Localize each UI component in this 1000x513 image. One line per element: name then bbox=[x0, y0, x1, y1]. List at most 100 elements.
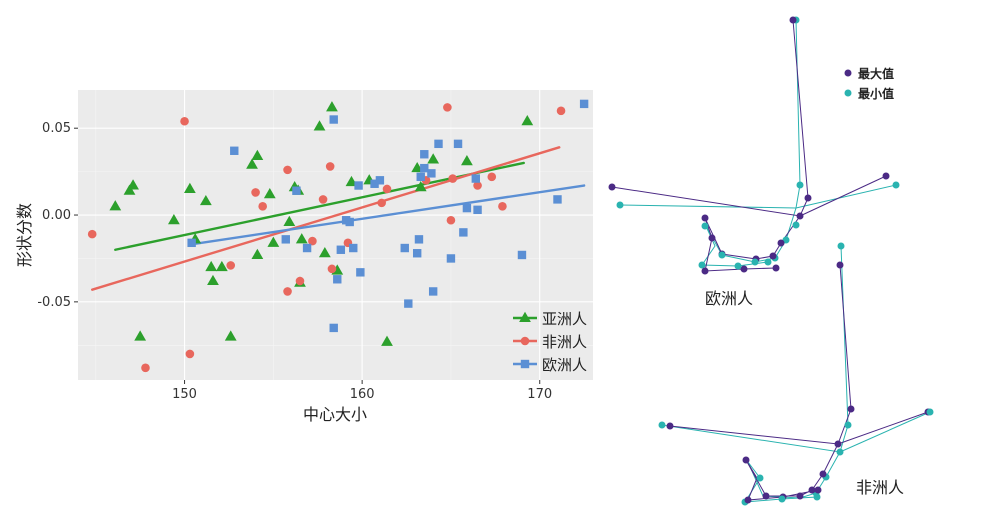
data-point-triangle bbox=[326, 101, 338, 112]
data-point-square bbox=[333, 275, 342, 284]
y-tick-label: 0.00 bbox=[42, 208, 71, 223]
europe-shape-label: 欧洲人 bbox=[705, 289, 753, 308]
legend-marker-circle bbox=[520, 336, 530, 346]
data-point-square bbox=[471, 174, 480, 183]
fit-line-circle bbox=[91, 146, 561, 291]
shape-legend: 最大值 最小值 bbox=[844, 66, 894, 101]
europe-landmarks bbox=[608, 16, 900, 275]
legend-max-marker bbox=[844, 69, 852, 77]
africa-landmarks bbox=[658, 242, 934, 506]
africa-min-lower bbox=[744, 451, 841, 503]
y-tick-label: -0.05 bbox=[37, 295, 71, 310]
data-point-circle bbox=[443, 103, 452, 112]
x-axis-label: 中心大小 bbox=[303, 405, 367, 424]
data-point-square bbox=[354, 181, 363, 190]
data-point-square bbox=[336, 245, 346, 254]
data-point-square bbox=[579, 99, 589, 109]
data-point-circle bbox=[226, 261, 236, 270]
x-tick-label: 170 bbox=[527, 387, 552, 402]
data-point-square bbox=[345, 217, 354, 227]
data-point-triangle bbox=[263, 187, 276, 199]
data-point-circle bbox=[308, 236, 317, 246]
data-point-triangle bbox=[246, 158, 258, 169]
data-point-circle bbox=[185, 349, 195, 359]
data-point-circle bbox=[473, 181, 482, 190]
data-point-circle bbox=[141, 363, 150, 373]
shape-diagram-panel: 欧洲人 非洲人 最大值 最小值 bbox=[608, 16, 934, 506]
data-point-square bbox=[375, 176, 385, 185]
data-point-square bbox=[349, 243, 358, 253]
data-point-triangle bbox=[267, 236, 280, 247]
data-point-circle bbox=[327, 264, 337, 274]
data-point-circle bbox=[295, 276, 305, 286]
data-point-square bbox=[420, 150, 429, 159]
data-point-square bbox=[187, 238, 196, 248]
data-point-circle bbox=[325, 162, 335, 171]
data-point-triangle bbox=[134, 330, 147, 341]
fit-line-square bbox=[188, 184, 586, 246]
data-point-square bbox=[230, 146, 239, 155]
europe-max-outline bbox=[611, 19, 809, 217]
data-point-square bbox=[517, 250, 527, 260]
data-point-square bbox=[473, 205, 482, 215]
legend-label-square: 欧洲人 bbox=[542, 356, 587, 374]
africa-max-arm bbox=[837, 411, 929, 445]
data-point-circle bbox=[446, 215, 456, 225]
data-point-square bbox=[459, 228, 468, 237]
scatter-panel: 150 160 170 0.05 0.00 -0.05 中心大小 形状分数 亚洲人非洲人欧… bbox=[15, 90, 593, 424]
data-point-triangle bbox=[183, 182, 196, 194]
data-point-square bbox=[414, 235, 424, 244]
data-point-triangle bbox=[295, 233, 308, 244]
data-point-triangle bbox=[313, 120, 326, 131]
data-point-square bbox=[420, 163, 429, 173]
data-point-circle bbox=[498, 202, 507, 211]
data-point-triangle bbox=[215, 260, 228, 272]
y-axis-label: 形状分数 bbox=[15, 203, 34, 267]
data-point-square bbox=[427, 169, 436, 178]
data-point-square bbox=[446, 254, 456, 263]
legend-label-triangle: 亚洲人 bbox=[542, 310, 587, 328]
data-point-circle bbox=[283, 165, 292, 175]
data-point-square bbox=[329, 323, 338, 333]
data-point-circle bbox=[487, 172, 497, 182]
data-point-circle bbox=[556, 106, 566, 116]
data-point-triangle bbox=[427, 153, 440, 164]
data-point-square bbox=[281, 235, 290, 244]
data-point-triangle bbox=[199, 194, 212, 206]
data-point-triangle bbox=[521, 115, 534, 126]
data-point-circle bbox=[382, 184, 392, 194]
data-point-square bbox=[553, 195, 562, 204]
data-point-triangle bbox=[123, 184, 136, 195]
data-point-square bbox=[434, 139, 443, 149]
europe-min-arm bbox=[795, 184, 897, 209]
data-point-triangle bbox=[207, 274, 219, 286]
legend-marker-triangle bbox=[519, 311, 531, 323]
data-point-triangle bbox=[414, 181, 427, 192]
x-tick-label: 150 bbox=[172, 387, 197, 402]
legend-max-label: 最大值 bbox=[858, 66, 894, 81]
legend-marker-square bbox=[520, 359, 530, 369]
data-point-triangle bbox=[251, 248, 264, 260]
data-point-square bbox=[400, 243, 409, 253]
data-point-square bbox=[404, 299, 413, 308]
grid-lines bbox=[78, 90, 593, 380]
data-point-square bbox=[302, 243, 312, 253]
data-point-triangle bbox=[381, 335, 393, 346]
data-point-circle bbox=[283, 287, 292, 296]
data-point-triangle bbox=[251, 149, 264, 161]
data-point-square bbox=[453, 139, 463, 149]
data-point-triangle bbox=[283, 215, 296, 227]
data-point-triangle bbox=[127, 179, 139, 190]
europe-min-outline bbox=[619, 19, 801, 209]
data-point-square bbox=[462, 203, 472, 213]
data-point-triangle bbox=[461, 154, 473, 166]
data-point-square bbox=[329, 115, 338, 124]
data-point-triangle bbox=[109, 200, 122, 211]
data-point-triangle bbox=[318, 247, 331, 258]
data-point-triangle bbox=[205, 260, 218, 272]
legend-min-label: 最小值 bbox=[858, 86, 894, 101]
axis-ticks: 150 160 170 0.05 0.00 -0.05 bbox=[37, 121, 552, 402]
y-tick-label: 0.05 bbox=[42, 121, 71, 136]
